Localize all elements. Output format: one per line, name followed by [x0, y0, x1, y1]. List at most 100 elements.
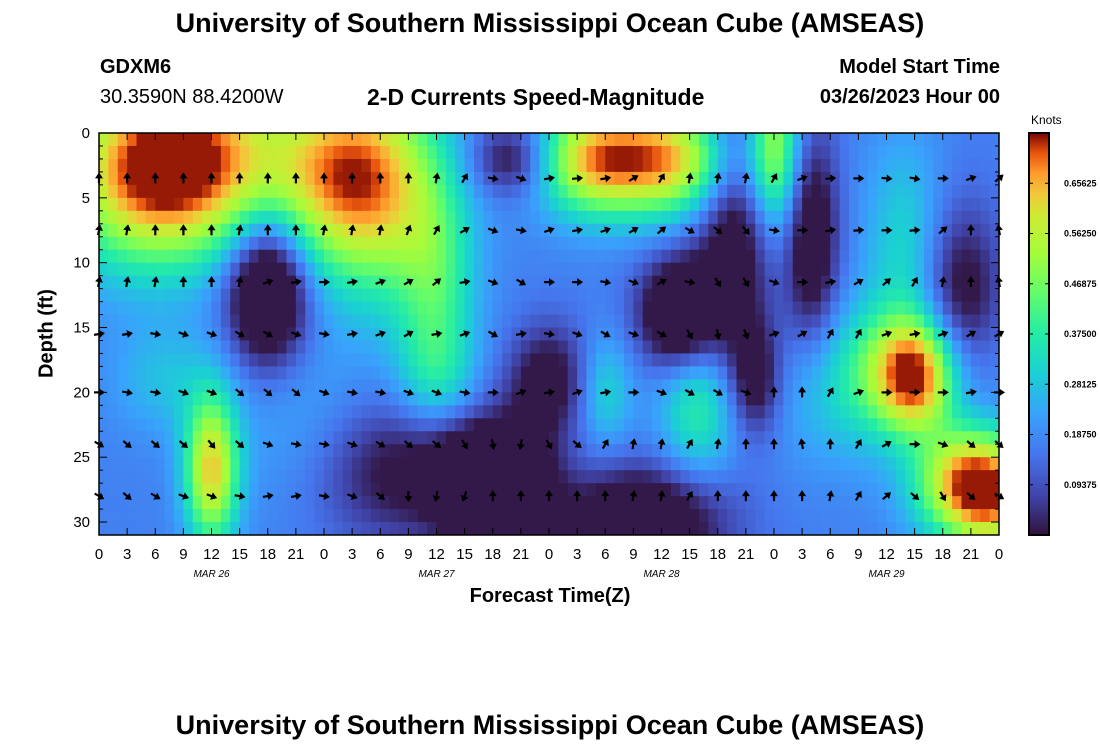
- heatmap-cell: [483, 431, 494, 445]
- heatmap-cell: [305, 522, 316, 535]
- current-arrow: [965, 174, 977, 183]
- heatmap-cell: [117, 223, 128, 238]
- heatmap-cell: [324, 509, 334, 523]
- heatmap-cell: [633, 522, 644, 535]
- heatmap-cell: [145, 249, 156, 264]
- heatmap-cell: [361, 314, 372, 329]
- heatmap-cell: [895, 158, 906, 173]
- heatmap-cell: [642, 133, 653, 147]
- heatmap-cell: [192, 301, 203, 316]
- heatmap-cell: [689, 158, 700, 173]
- heatmap-cell: [99, 314, 109, 329]
- heatmap-cell: [820, 444, 831, 458]
- heatmap-cell: [586, 197, 597, 212]
- heatmap-cell: [811, 483, 822, 497]
- heatmap-cell: [633, 210, 644, 225]
- heatmap-cell: [492, 197, 503, 212]
- heatmap-cell: [220, 171, 231, 186]
- heatmap-cell: [258, 145, 269, 160]
- heatmap-cell: [802, 158, 813, 173]
- heatmap-cell: [642, 366, 653, 380]
- heatmap-cell: [230, 210, 241, 225]
- heatmap-cell: [792, 133, 803, 147]
- heatmap-cell: [549, 210, 559, 225]
- heatmap-cell: [249, 314, 259, 329]
- heatmap-cell: [924, 431, 934, 445]
- current-arrow: [375, 440, 386, 448]
- heatmap-cell: [286, 249, 297, 264]
- heatmap-cell: [661, 275, 672, 290]
- heatmap-cell: [708, 210, 719, 225]
- heatmap-cell: [652, 249, 663, 264]
- heatmap-cell: [924, 210, 934, 225]
- heatmap-cell: [117, 197, 128, 212]
- heatmap-cell: [230, 275, 241, 290]
- current-arrow: [909, 330, 921, 338]
- heatmap-cell: [174, 145, 184, 160]
- heatmap-cell: [267, 509, 278, 523]
- heatmap-cell: [436, 353, 447, 368]
- heatmap-cell: [933, 444, 944, 458]
- current-arrow: [825, 226, 837, 235]
- heatmap-cell: [577, 262, 588, 277]
- heatmap-cell: [633, 301, 644, 316]
- heatmap-cell: [202, 522, 213, 535]
- heatmap-cell: [295, 275, 306, 290]
- heatmap-cell: [595, 496, 606, 510]
- heatmap-cell: [895, 353, 906, 368]
- heatmap-cell: [849, 301, 859, 316]
- heatmap-cell: [642, 509, 653, 523]
- heatmap-cell: [370, 158, 381, 173]
- heatmap-cell: [774, 184, 784, 199]
- heatmap-cell: [689, 431, 700, 445]
- heatmap-cell: [624, 262, 634, 277]
- heatmap-cell: [614, 210, 625, 225]
- heatmap-cell: [258, 444, 269, 458]
- heatmap-cell: [745, 418, 756, 432]
- heatmap-cell: [286, 366, 297, 380]
- heatmap-cell: [220, 314, 231, 329]
- heatmap-cell: [520, 353, 531, 368]
- current-arrow: [178, 440, 188, 449]
- heatmap-cell: [745, 366, 756, 380]
- heatmap-cell: [961, 340, 972, 355]
- x-tick-label: 18: [259, 546, 276, 563]
- heatmap-cell: [277, 145, 288, 160]
- heatmap-cell: [417, 353, 428, 368]
- heatmap-cell: [933, 392, 944, 406]
- heatmap-cell: [136, 249, 147, 264]
- heatmap-cell: [277, 431, 288, 445]
- heatmap-cell: [839, 418, 850, 432]
- current-arrow: [403, 278, 414, 286]
- current-arrow: [937, 440, 949, 448]
- heatmap-cell: [380, 340, 391, 355]
- heatmap-cell: [745, 314, 756, 329]
- heatmap-cell: [361, 327, 372, 342]
- heatmap-cell: [211, 379, 222, 393]
- current-arrow: [966, 492, 976, 500]
- heatmap-cell: [417, 223, 428, 238]
- heatmap-cell: [905, 483, 916, 497]
- heatmap-cell: [624, 483, 634, 497]
- heatmap-cell: [717, 392, 728, 406]
- current-arrow: [797, 330, 808, 338]
- heatmap-cell: [380, 236, 391, 251]
- heatmap-cell: [942, 314, 953, 329]
- heatmap-cell: [427, 457, 438, 471]
- heatmap-cell: [924, 158, 934, 173]
- heatmap-cell: [952, 262, 963, 277]
- heatmap-cell: [408, 249, 419, 264]
- heatmap-cell: [989, 470, 999, 484]
- heatmap-cell: [905, 184, 916, 199]
- heatmap-cell: [314, 509, 325, 523]
- heatmap-cell: [539, 340, 550, 355]
- heatmap-cell: [942, 197, 953, 212]
- heatmap-cell: [652, 483, 663, 497]
- heatmap-cell: [877, 210, 888, 225]
- heatmap-cell: [314, 392, 325, 406]
- heatmap-cell: [745, 327, 756, 342]
- heatmap-cell: [605, 223, 616, 238]
- heatmap-cell: [699, 327, 709, 342]
- heatmap-cell: [427, 340, 438, 355]
- heatmap-cell: [192, 392, 203, 406]
